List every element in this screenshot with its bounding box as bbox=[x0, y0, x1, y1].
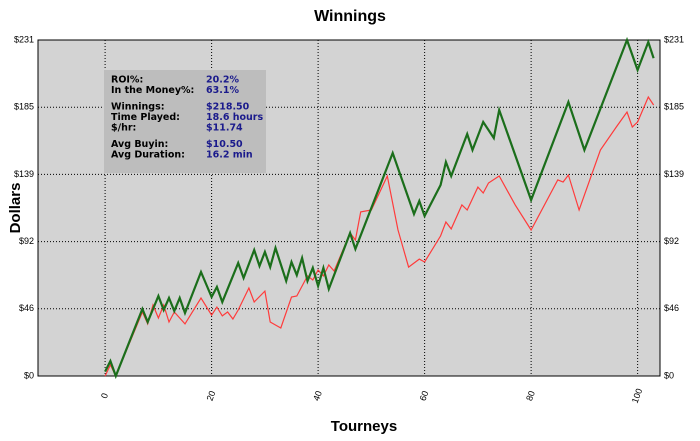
info-label: Avg Buyin: bbox=[111, 139, 168, 150]
x-tick-label: 40 bbox=[311, 389, 324, 402]
y2-tick-label: $185 bbox=[664, 102, 684, 112]
info-label: $/hr: bbox=[111, 122, 136, 133]
x-tick-label: 100 bbox=[630, 387, 645, 405]
grid bbox=[38, 39, 660, 377]
y2-tick-label: $46 bbox=[664, 303, 679, 313]
x-tick-label: 0 bbox=[99, 392, 110, 400]
info-value: 63.1% bbox=[206, 85, 239, 96]
y-tick-label: $0 bbox=[24, 370, 34, 380]
y-tick-label: $46 bbox=[19, 303, 34, 313]
info-value: 18.6 hours bbox=[206, 112, 263, 123]
y2-tick-label: $231 bbox=[664, 34, 684, 44]
info-box bbox=[104, 70, 266, 173]
series-line bbox=[104, 36, 655, 380]
y2-tick-label: $139 bbox=[664, 169, 684, 179]
y-tick-label: $92 bbox=[19, 236, 34, 246]
y2-tick-label: $92 bbox=[664, 236, 679, 246]
chart-title: Winnings bbox=[314, 8, 386, 25]
info-value: $10.50 bbox=[206, 139, 243, 150]
info-value: $11.74 bbox=[206, 122, 243, 133]
info-label: Time Played: bbox=[111, 112, 180, 123]
info-value: $218.50 bbox=[206, 102, 250, 113]
lines bbox=[104, 36, 655, 380]
x-tick-label: 20 bbox=[205, 389, 218, 402]
info-label: Avg Duration: bbox=[111, 149, 185, 160]
info-value: 16.2 min bbox=[206, 149, 253, 160]
y-tick-label: $185 bbox=[14, 102, 34, 112]
info-value: 20.2% bbox=[206, 75, 239, 86]
y-tick-label: $231 bbox=[14, 34, 34, 44]
info-text: ROI%: 20.2% In the Money%: 63.1% Winnings: $2… bbox=[111, 75, 263, 161]
info-label: In the Money%: bbox=[111, 85, 194, 96]
y-tick-label: $139 bbox=[14, 169, 34, 179]
info-label: Winnings: bbox=[111, 102, 165, 113]
y-axis-label: Dollars bbox=[7, 183, 24, 234]
x-tick-label: 80 bbox=[524, 389, 537, 402]
info-label: ROI%: bbox=[111, 75, 143, 86]
x-axis-label: Tourneys bbox=[331, 418, 397, 435]
x-tick-label: 60 bbox=[418, 389, 431, 402]
y2-tick-label: $0 bbox=[664, 370, 674, 380]
